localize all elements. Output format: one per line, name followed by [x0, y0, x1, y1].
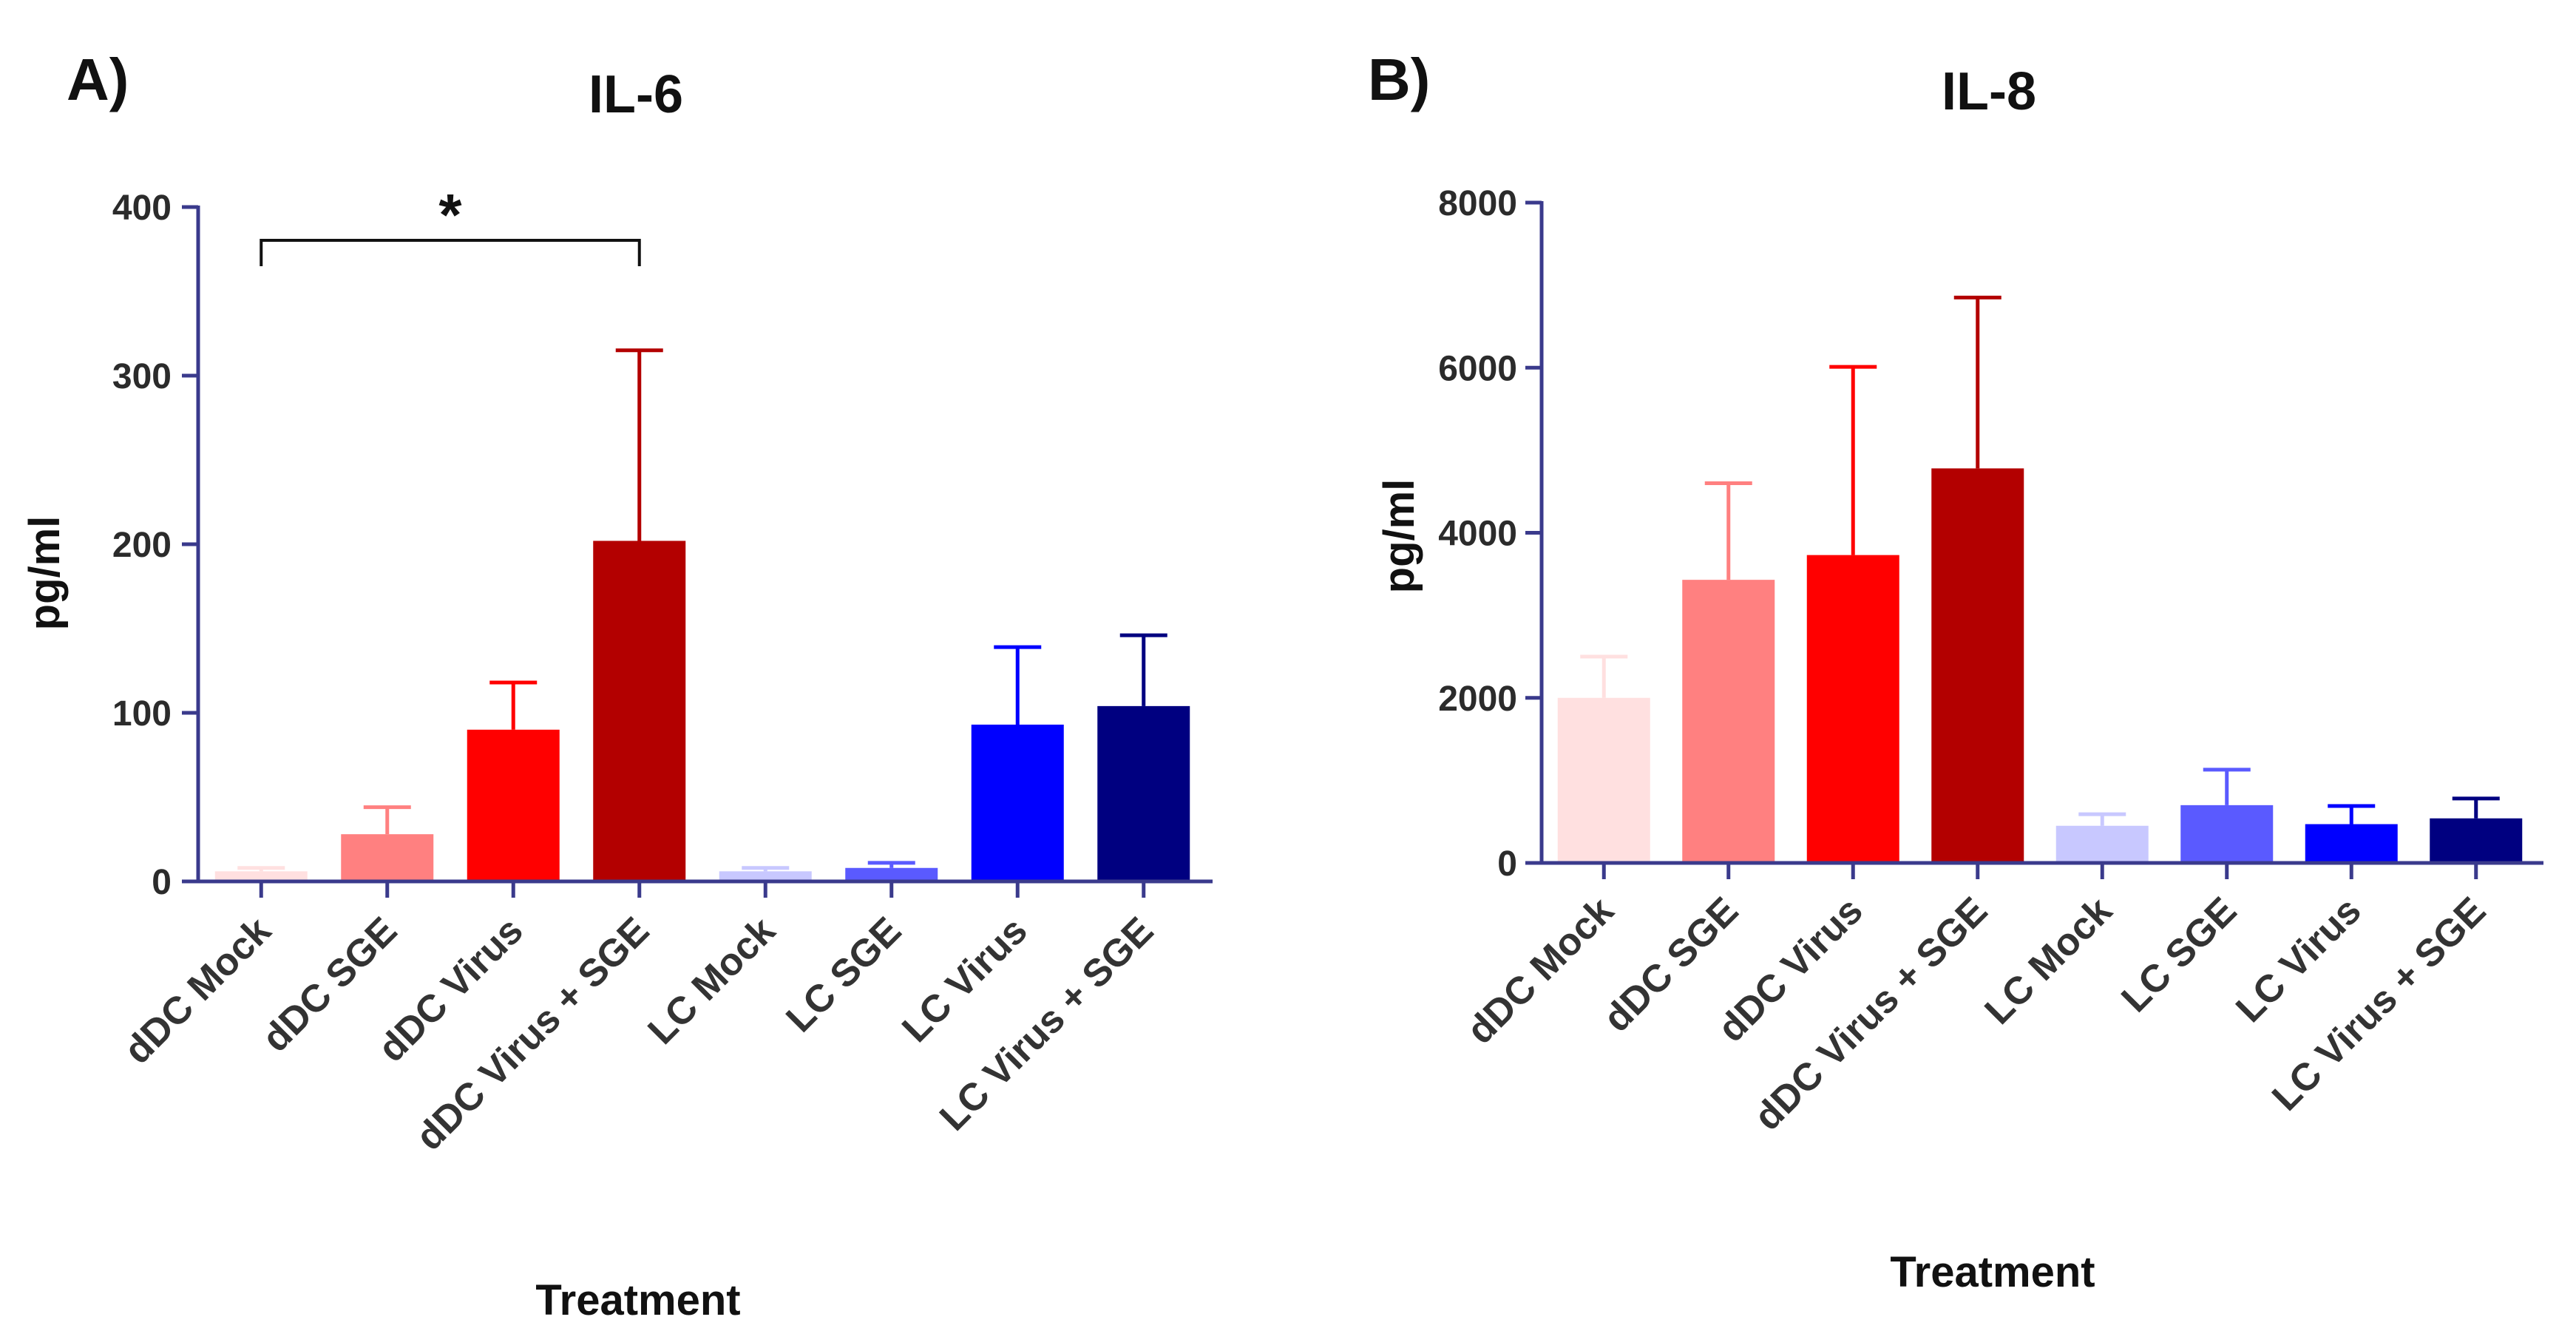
il8-y-tick-label-3: 6000 — [1438, 349, 1517, 388]
il8-bar-3 — [1931, 468, 2024, 863]
il6-bar-7 — [1097, 705, 1190, 881]
il6-category-label-4: LC Mock — [640, 909, 784, 1052]
il6-y-tick-label-4: 400 — [112, 189, 172, 228]
il8-category-label-3: dDC Virus + SGE — [1746, 889, 1996, 1139]
il8-chart-title: IL-8 — [1942, 62, 2036, 121]
il6-category-label-3: dDC Virus + SGE — [408, 909, 658, 1159]
il8-bar-2 — [1806, 555, 1899, 863]
il8-x-axis-label: Treatment — [1890, 1248, 2095, 1296]
il8-bar-7 — [2430, 818, 2523, 863]
il6-bar-6 — [971, 724, 1064, 881]
il8-y-tick-label-4: 8000 — [1438, 184, 1517, 223]
il6-significance-star: * — [438, 182, 462, 248]
il8-category-label-4: LC Mock — [1977, 889, 2121, 1032]
il6-y-tick-label-3: 300 — [112, 357, 172, 396]
il8-y-tick-label-2: 4000 — [1438, 515, 1517, 554]
il6-category-label-7: LC Virus + SGE — [932, 909, 1162, 1139]
il6-category-label-5: LC SGE — [778, 909, 909, 1040]
il8-bar-4 — [2055, 825, 2149, 863]
il8-category-label-7: LC Virus + SGE — [2264, 889, 2494, 1119]
il8-bar-0 — [1557, 697, 1650, 863]
il6-bar-5 — [845, 867, 938, 881]
il6-panel: A) IL-6 pg/ml Treatment 0 100 200 300 400 dDC… — [21, 47, 1213, 1324]
il6-y-tick-label-0: 0 — [152, 863, 172, 902]
il8-bar-5 — [2180, 805, 2274, 863]
il6-bar-4 — [719, 871, 812, 881]
il8-y-tick-label-1: 2000 — [1438, 680, 1517, 719]
il6-category-label-0: dDC Mock — [116, 909, 279, 1072]
il6-y-tick-label-1: 100 — [112, 694, 172, 734]
il6-bar-1 — [341, 834, 434, 881]
il6-y-axis-label: pg/ml — [21, 516, 69, 631]
panel-b-letter: B) — [1368, 47, 1430, 112]
il6-bar-0 — [214, 871, 308, 881]
il8-category-label-0: dDC Mock — [1459, 889, 1622, 1052]
il6-y-tick-label-2: 200 — [112, 526, 172, 565]
il6-significance-bracket — [260, 239, 641, 266]
il8-category-label-5: LC SGE — [2113, 889, 2245, 1020]
il8-bar-6 — [2305, 824, 2398, 863]
panel-a-letter: A) — [67, 47, 129, 112]
il6-chart-title: IL-6 — [589, 65, 683, 124]
il6-x-axis-label: Treatment — [535, 1276, 740, 1324]
il6-bar-3 — [593, 541, 686, 881]
il8-y-axis-label: pg/ml — [1375, 479, 1423, 594]
il6-bar-2 — [467, 729, 560, 881]
il8-panel: B) IL-8 pg/ml Treatment 0 2000 4000 6000 800… — [1368, 47, 2543, 1296]
il8-y-tick-label-0: 0 — [1497, 844, 1517, 884]
il8-bar-1 — [1682, 580, 1775, 863]
